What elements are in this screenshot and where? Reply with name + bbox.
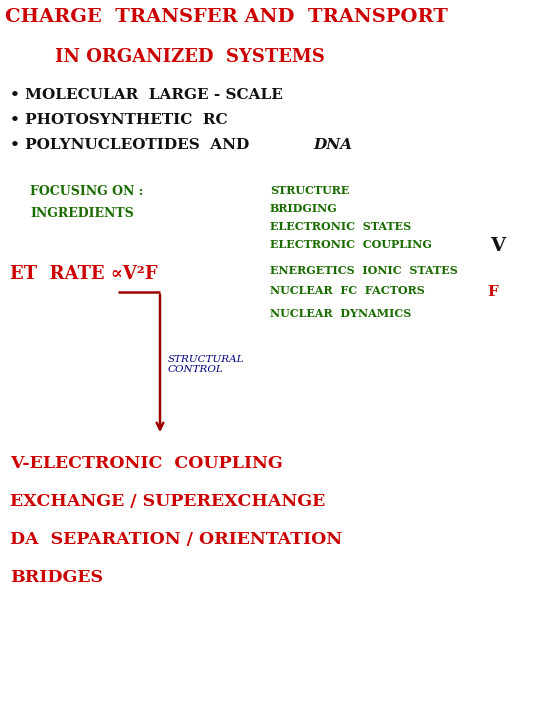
Text: BRIDGES: BRIDGES (10, 569, 103, 586)
Text: • POLYNUCLEOTIDES  AND: • POLYNUCLEOTIDES AND (10, 138, 254, 152)
Text: EXCHANGE / SUPEREXCHANGE: EXCHANGE / SUPEREXCHANGE (10, 493, 325, 510)
Text: V-ELECTRONIC  COUPLING: V-ELECTRONIC COUPLING (10, 455, 283, 472)
Text: STRUCTURAL
CONTROL: STRUCTURAL CONTROL (168, 355, 245, 374)
Text: V: V (490, 237, 505, 255)
Text: IN ORGANIZED  SYSTEMS: IN ORGANIZED SYSTEMS (55, 48, 325, 66)
Text: F: F (487, 285, 498, 299)
Text: FOCUSING ON :: FOCUSING ON : (30, 185, 144, 198)
Text: STRUCTURE: STRUCTURE (270, 185, 349, 196)
Text: ELECTRONIC  STATES: ELECTRONIC STATES (270, 221, 411, 232)
Text: NUCLEAR  FC  FACTORS: NUCLEAR FC FACTORS (270, 285, 429, 296)
Text: DA  SEPARATION / ORIENTATION: DA SEPARATION / ORIENTATION (10, 531, 342, 548)
Text: • PHOTOSYNTHETIC  RC: • PHOTOSYNTHETIC RC (10, 113, 228, 127)
Text: CHARGE  TRANSFER AND  TRANSPORT: CHARGE TRANSFER AND TRANSPORT (5, 8, 448, 26)
Text: NUCLEAR  DYNAMICS: NUCLEAR DYNAMICS (270, 308, 411, 319)
Text: ENERGETICS  IONIC  STATES: ENERGETICS IONIC STATES (270, 265, 458, 276)
Text: BRIDGING: BRIDGING (270, 203, 338, 214)
Text: INGREDIENTS: INGREDIENTS (30, 207, 134, 220)
Text: • MOLECULAR  LARGE - SCALE: • MOLECULAR LARGE - SCALE (10, 88, 283, 102)
Text: ELECTRONIC  COUPLING: ELECTRONIC COUPLING (270, 239, 436, 250)
Text: ET  RATE ∝V²F: ET RATE ∝V²F (10, 265, 158, 283)
Text: DNA: DNA (313, 138, 352, 152)
